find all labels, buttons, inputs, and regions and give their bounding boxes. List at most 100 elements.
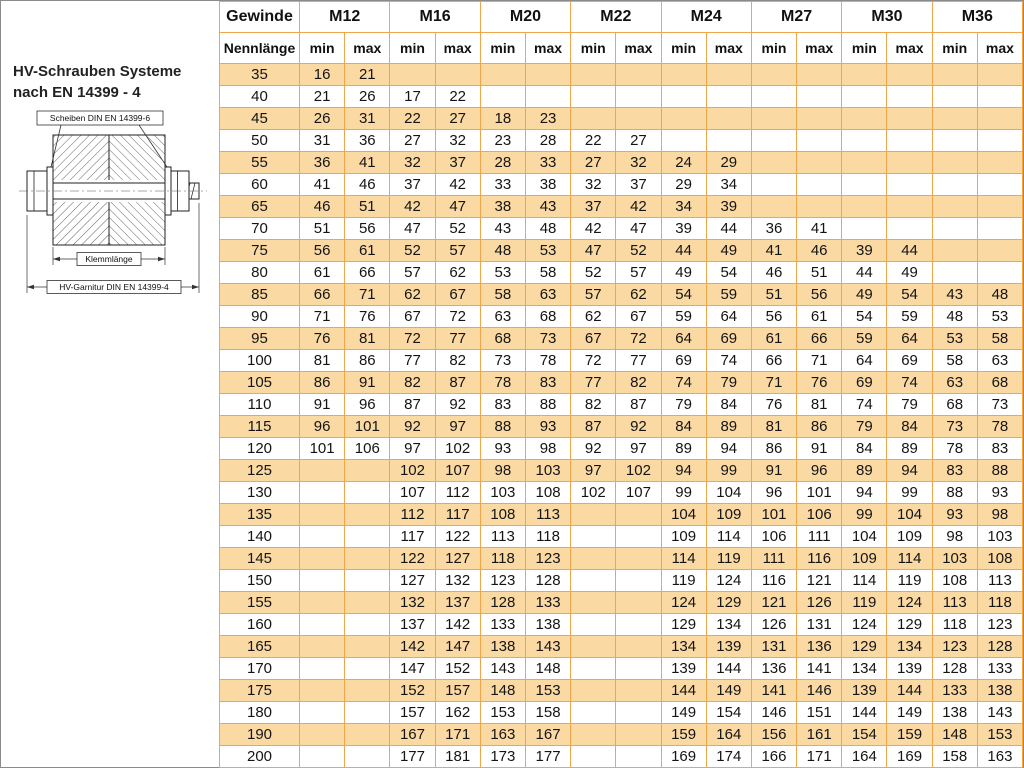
cell-max: 169 <box>886 745 933 768</box>
cell-max: 71 <box>796 349 843 372</box>
cell-max: 31 <box>344 107 391 130</box>
cell-max: 81 <box>344 327 391 350</box>
cell-min <box>570 635 617 658</box>
cell-min: 109 <box>841 547 888 570</box>
table-row: 135 112 117 108 113 104 109 101 106 99 104 93 98 <box>219 503 1024 526</box>
cell-max: 73 <box>976 393 1024 416</box>
cell-min <box>931 85 978 108</box>
cell-min: 114 <box>841 569 888 592</box>
cell-min <box>931 107 978 130</box>
cell-max: 129 <box>886 613 933 636</box>
cell-max: 81 <box>796 393 843 416</box>
max-header: max <box>886 32 933 64</box>
row-nominal-length: 135 <box>219 503 300 526</box>
cell-min: 73 <box>479 349 526 372</box>
cell-max: 76 <box>796 371 843 394</box>
row-nominal-length: 35 <box>219 63 300 86</box>
cell-min: 109 <box>660 525 707 548</box>
cell-min: 102 <box>389 459 436 482</box>
cell-max: 63 <box>976 349 1024 372</box>
cell-min: 56 <box>750 305 798 328</box>
cell-max: 181 <box>434 745 481 768</box>
cell-min: 42 <box>389 195 436 218</box>
cell-max: 41 <box>796 217 843 240</box>
cell-max: 51 <box>796 261 843 284</box>
cell-min <box>570 613 617 636</box>
cell-min: 108 <box>931 569 978 592</box>
cell-min <box>841 85 888 108</box>
thread-header-m22: M22 <box>570 1 662 33</box>
row-nominal-length: 90 <box>219 305 300 328</box>
cell-max: 147 <box>434 635 481 658</box>
cell-min <box>570 503 617 526</box>
table-row: 100 81 86 77 82 73 78 72 77 69 74 66 71 64 69 58 63 <box>219 349 1024 372</box>
cell-max: 79 <box>886 393 933 416</box>
table-row: 145 122 127 118 123 114 119 111 116 109 114 103 108 <box>219 547 1024 570</box>
cell-max: 27 <box>434 107 481 130</box>
cell-min: 32 <box>389 151 436 174</box>
cell-min: 59 <box>660 305 707 328</box>
cell-max <box>615 657 662 680</box>
cell-min: 137 <box>389 613 436 636</box>
cell-min: 159 <box>660 723 707 746</box>
cell-min: 22 <box>389 107 436 130</box>
cell-min <box>570 107 617 130</box>
cell-max: 78 <box>524 349 572 372</box>
row-nominal-length: 85 <box>219 283 300 306</box>
cell-max: 154 <box>705 701 752 724</box>
cell-min: 87 <box>389 393 436 416</box>
cell-min: 101 <box>750 503 798 526</box>
table-row: 45 26 31 22 27 18 23 <box>219 107 1024 130</box>
cell-max: 103 <box>524 459 572 482</box>
cell-max: 89 <box>705 415 752 438</box>
table-row: 165 142 147 138 143 134 139 131 136 129 134 123 128 <box>219 635 1024 658</box>
table-row: 90 71 76 67 72 63 68 62 67 59 64 56 61 54 59 48 53 <box>219 305 1024 328</box>
row-nominal-length: 50 <box>219 129 300 152</box>
cell-min: 96 <box>750 481 798 504</box>
cell-max <box>976 173 1024 196</box>
cell-max: 53 <box>524 239 572 262</box>
cell-min: 64 <box>841 349 888 372</box>
cell-min <box>570 547 617 570</box>
cell-max: 37 <box>615 173 662 196</box>
cell-max: 67 <box>434 283 481 306</box>
cell-min: 57 <box>389 261 436 284</box>
cell-max: 49 <box>886 261 933 284</box>
cell-min: 154 <box>841 723 888 746</box>
cell-max: 92 <box>434 393 481 416</box>
table-row: 140 117 122 113 118 109 114 106 111 104 109 98 103 <box>219 525 1024 548</box>
cell-min: 54 <box>660 283 707 306</box>
table-row: 125 102 107 98 103 97 102 94 99 91 96 89 94 83 88 <box>219 459 1024 482</box>
cell-max: 22 <box>434 85 481 108</box>
cell-min <box>298 701 346 724</box>
cell-min: 92 <box>570 437 617 460</box>
cell-max: 32 <box>434 129 481 152</box>
cell-max: 146 <box>796 679 843 702</box>
cell-max: 87 <box>615 393 662 416</box>
cell-max: 171 <box>434 723 481 746</box>
cell-min: 87 <box>570 415 617 438</box>
cell-max: 123 <box>524 547 572 570</box>
cell-min: 128 <box>479 591 526 614</box>
cell-min: 41 <box>298 173 346 196</box>
table-row: 200 177 181 173 177 169 174 166 171 164 169 158 163 <box>219 745 1024 768</box>
cell-max: 113 <box>976 569 1024 592</box>
cell-min <box>660 85 707 108</box>
cell-min: 52 <box>570 261 617 284</box>
cell-min: 131 <box>750 635 798 658</box>
cell-min: 156 <box>750 723 798 746</box>
row-nominal-length: 70 <box>219 217 300 240</box>
cell-max <box>344 481 391 504</box>
cell-max: 92 <box>615 415 662 438</box>
cell-min: 89 <box>660 437 707 460</box>
cell-max: 158 <box>524 701 572 724</box>
table-row: 40 21 26 17 22 <box>219 85 1024 108</box>
cell-max: 93 <box>524 415 572 438</box>
cell-min <box>570 723 617 746</box>
cell-min: 71 <box>298 305 346 328</box>
cell-min: 124 <box>660 591 707 614</box>
cell-min: 81 <box>750 415 798 438</box>
cell-min: 24 <box>660 151 707 174</box>
cell-max: 57 <box>434 239 481 262</box>
cell-max: 57 <box>615 261 662 284</box>
